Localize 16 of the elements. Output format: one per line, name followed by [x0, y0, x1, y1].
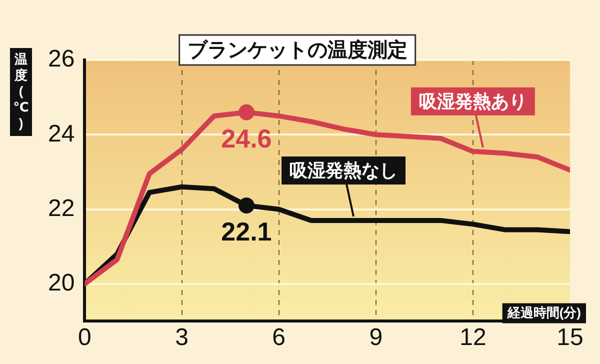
x-tick-label: 6 [272, 324, 286, 352]
chart-title: ブランケットの温度測定 [187, 38, 408, 62]
y-tick-label: 20 [48, 270, 75, 297]
y-tick-label: 24 [48, 120, 75, 148]
data-label: 22.1 [221, 216, 272, 247]
y-axis-title: 温度(℃) [13, 52, 29, 131]
x-axis-title: 経過時間(分) [506, 304, 582, 320]
x-tick-label: 3 [175, 324, 188, 352]
x-tick-label: 9 [369, 324, 383, 352]
x-tick-label: 0 [78, 324, 92, 352]
y-tick-label: 22 [48, 194, 75, 222]
y-tick-label: 26 [48, 46, 75, 73]
series-label: 吸湿発熱あり [418, 91, 527, 112]
x-tick-label: 15 [556, 324, 584, 352]
x-tick-label: 12 [460, 324, 486, 352]
series-label: 吸湿発熱なし [290, 160, 398, 180]
